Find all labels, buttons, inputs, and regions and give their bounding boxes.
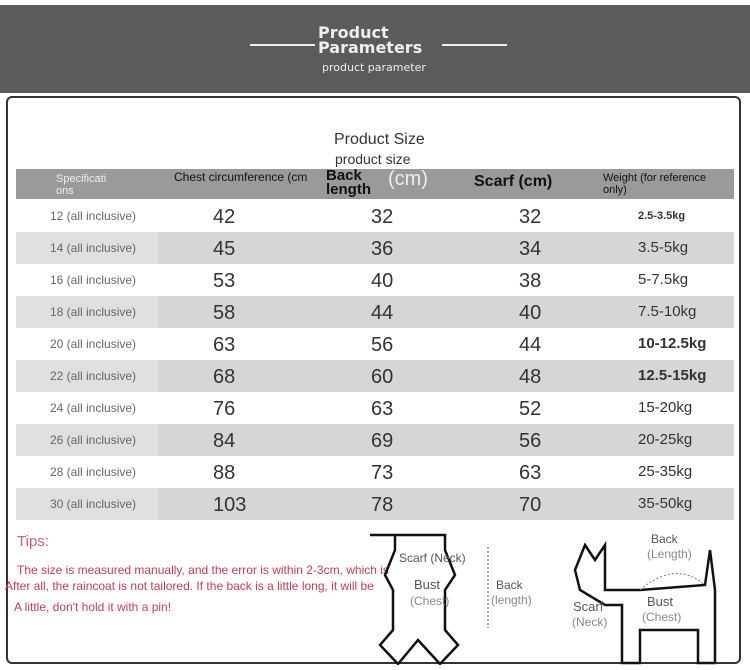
label-scarf-neck: Scarf (Neck) <box>399 551 466 565</box>
label-dog-bust: Bust <box>647 594 674 609</box>
cell-back: 73 <box>371 462 394 484</box>
cell-chest: 53 <box>213 270 236 292</box>
label-bust: Bust <box>414 577 441 592</box>
cell-scarf: 52 <box>519 398 542 420</box>
garment-outline <box>370 533 460 665</box>
cell-scarf: 70 <box>519 494 542 516</box>
size-title: Product Size <box>334 131 425 148</box>
label-chest: (Chest) <box>410 594 450 608</box>
cell-chest: 58 <box>213 302 236 324</box>
tip-line-3: A little, don't hold it with a pin! <box>14 600 172 614</box>
divider <box>250 44 315 46</box>
cell-weight: 25-35kg <box>638 463 693 480</box>
cell-weight: 2.5-3.5kg <box>638 210 686 222</box>
cell-scarf: 34 <box>519 238 542 260</box>
cell-chest: 103 <box>213 494 247 516</box>
size-table: 12 (all inclusive) 42 32 32 2.5-3.5kg 14 … <box>16 200 734 520</box>
cell-back: 63 <box>371 398 394 420</box>
cell-chest: 42 <box>213 206 236 228</box>
cell-weight: 7.5-10kg <box>638 303 697 320</box>
cell-scarf: 56 <box>519 430 542 452</box>
cell-weight: 20-25kg <box>638 431 693 448</box>
banner-subtitle: product parameter <box>322 61 426 74</box>
header-back-unit: (cm) <box>388 168 428 190</box>
cell-scarf: 40 <box>519 302 542 324</box>
cell-chest: 88 <box>213 462 236 484</box>
divider <box>442 44 507 46</box>
cell-spec: 28 (all inclusive) <box>16 456 158 488</box>
cell-weight: 10-12.5kg <box>638 335 707 352</box>
banner-title: Product Parameters <box>318 23 423 57</box>
table-row: 12 (all inclusive) 42 32 32 2.5-3.5kg <box>16 200 734 232</box>
header-banner: Product Parameters product parameter <box>0 5 750 93</box>
cell-chest: 84 <box>213 430 236 452</box>
cell-chest: 63 <box>213 334 236 356</box>
table-row: 22 (all inclusive) 68 60 48 12.5-15kg <box>16 360 734 392</box>
measurement-diagram <box>370 533 717 665</box>
cell-scarf: 48 <box>519 366 542 388</box>
header-back: Back length <box>326 167 371 198</box>
cell-back: 36 <box>371 238 394 260</box>
table-row: 18 (all inclusive) 58 44 40 7.5-10kg <box>16 296 734 328</box>
cell-back: 56 <box>371 334 394 356</box>
content-frame <box>6 96 741 664</box>
cell-weight: 5-7.5kg <box>638 271 689 288</box>
cell-spec: 22 (all inclusive) <box>16 360 158 392</box>
label-dog-chest: (Chest) <box>642 610 682 624</box>
tip-line-2: After all, the raincoat is not tailored.… <box>5 579 374 593</box>
cell-back: 78 <box>371 494 394 516</box>
label-dog-scarf: Scarf <box>573 599 604 614</box>
cell-chest: 68 <box>213 366 236 388</box>
cell-back: 32 <box>371 206 394 228</box>
header-weight: Weight (for reference only) <box>603 172 707 196</box>
cell-spec: 20 (all inclusive) <box>16 328 158 360</box>
label-dog-length: (Length) <box>647 547 692 561</box>
table-row: 26 (all inclusive) 84 69 56 20-25kg <box>16 424 734 456</box>
table-row: 24 (all inclusive) 76 63 52 15-20kg <box>16 392 734 424</box>
header-spec: Specificati ons <box>56 173 107 197</box>
dog-outline <box>573 540 717 665</box>
cell-weight: 12.5-15kg <box>638 367 707 384</box>
table-row: 20 (all inclusive) 63 56 44 10-12.5kg <box>16 328 734 360</box>
cell-spec: 18 (all inclusive) <box>16 296 158 328</box>
cell-back: 40 <box>371 270 394 292</box>
size-subtitle: product size <box>335 151 411 167</box>
table-row: 14 (all inclusive) 45 36 34 3.5-5kg <box>16 232 734 264</box>
cell-spec: 12 (all inclusive) <box>16 200 158 232</box>
cell-spec: 16 (all inclusive) <box>16 264 158 296</box>
cell-weight: 3.5-5kg <box>638 239 689 256</box>
header-chest: Chest circumference (cm <box>174 170 308 184</box>
cell-back: 60 <box>371 366 394 388</box>
table-row: 28 (all inclusive) 88 73 63 25-35kg <box>16 456 734 488</box>
cell-scarf: 32 <box>519 206 542 228</box>
tip-line-1: The size is measured manually, and the e… <box>17 563 389 577</box>
cell-spec: 26 (all inclusive) <box>16 424 158 456</box>
cell-weight: 15-20kg <box>638 399 693 416</box>
cell-weight: 35-50kg <box>638 495 693 512</box>
label-back: Back <box>496 578 523 592</box>
cell-back: 44 <box>371 302 394 324</box>
label-dog-back: Back <box>651 532 678 546</box>
label-dog-neck: (Neck) <box>572 615 608 629</box>
cell-chest: 76 <box>213 398 236 420</box>
cell-scarf: 38 <box>519 270 542 292</box>
table-header: Specificati ons Chest circumference (cm … <box>16 167 734 199</box>
table-row: 30 (all inclusive) 103 78 70 35-50kg <box>16 488 734 520</box>
cell-spec: 14 (all inclusive) <box>16 232 158 264</box>
label-length: (length) <box>491 593 532 607</box>
cell-scarf: 44 <box>519 334 542 356</box>
table-row: 16 (all inclusive) 53 40 38 5-7.5kg <box>16 264 734 296</box>
cell-chest: 45 <box>213 238 236 260</box>
cell-spec: 24 (all inclusive) <box>16 392 158 424</box>
cell-back: 69 <box>371 430 394 452</box>
header-scarf: Scarf (cm) <box>474 173 553 190</box>
cell-scarf: 63 <box>519 462 542 484</box>
cell-spec: 30 (all inclusive) <box>16 488 158 520</box>
tips-title: Tips: <box>17 533 49 550</box>
